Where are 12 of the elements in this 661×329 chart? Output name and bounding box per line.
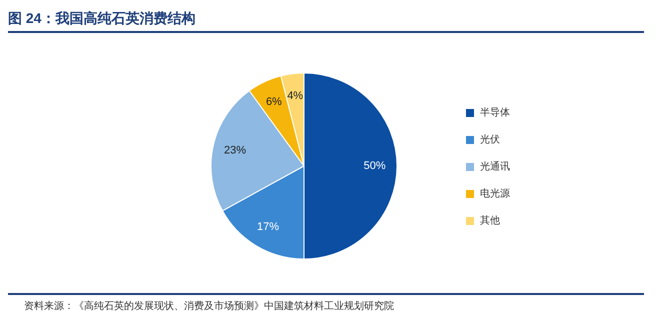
data-label: 23% xyxy=(224,144,246,157)
data-label: 17% xyxy=(257,220,280,233)
data-label: 4% xyxy=(287,90,304,102)
legend-label: 光通讯 xyxy=(480,160,510,172)
chart-title: 图 24：我国高纯石英消费结构 xyxy=(8,10,196,26)
data-label: 50% xyxy=(364,160,386,172)
legend-label: 光伏 xyxy=(480,134,500,146)
data-label: 6% xyxy=(266,96,282,108)
legend-label: 电光源 xyxy=(480,188,510,200)
legend-label: 半导体 xyxy=(480,106,510,118)
legend-label: 其他 xyxy=(480,214,500,226)
text: 资料来源：《高纯石英的发展现状、消费及市场预测》中国建筑材料工业规划研究院 xyxy=(24,300,394,312)
